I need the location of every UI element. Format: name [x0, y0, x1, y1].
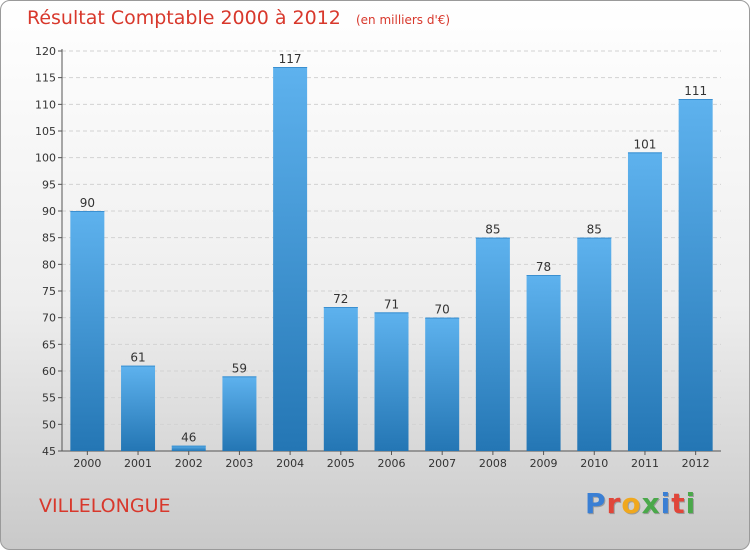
y-tick-label: 95: [42, 178, 56, 191]
x-tick-label: 2001: [124, 457, 152, 470]
chart-subtitle: (en milliers d'€): [355, 13, 451, 27]
location-label: VILLELONGUE: [39, 495, 171, 517]
bar: [627, 152, 662, 452]
logo-letter: i: [685, 487, 697, 520]
bar-value-label: 70: [435, 303, 450, 317]
proxiti-logo: Proxiti: [585, 487, 696, 520]
y-tick-label: 120: [35, 45, 56, 58]
bar: [171, 445, 206, 451]
bar-value-label: 117: [279, 52, 302, 66]
bar-value-label: 71: [384, 297, 399, 311]
labels: 45 50 55 60 65 70 75 80 85 90 95 100 105 110 115 120 90 2…: [35, 45, 710, 470]
bar: [222, 376, 257, 451]
y-tick-label: 70: [42, 312, 56, 325]
bar-value-label: 90: [80, 196, 95, 210]
x-tick-label: 2011: [631, 457, 659, 470]
x-tick-label: 2012: [682, 457, 710, 470]
logo-letter: o: [621, 487, 642, 520]
bar: [374, 312, 409, 451]
y-tick-label: 50: [42, 418, 56, 431]
x-tick-label: 2005: [327, 457, 355, 470]
x-tick-label: 2007: [428, 457, 456, 470]
x-tick-label: 2000: [73, 457, 101, 470]
x-tick-label: 2004: [276, 457, 304, 470]
bar: [323, 307, 358, 451]
bar-value-label: 46: [181, 431, 196, 445]
y-tick-label: 75: [42, 285, 56, 298]
bar-value-label: 85: [587, 223, 602, 237]
bar-value-label: 78: [536, 260, 551, 274]
bar: [121, 365, 156, 451]
bar-value-label: 85: [485, 223, 500, 237]
x-tick-label: 2010: [580, 457, 608, 470]
bar-value-label: 61: [130, 351, 145, 365]
bar: [475, 237, 510, 451]
y-tick-label: 85: [42, 232, 56, 245]
bar: [678, 99, 713, 451]
y-tick-label: 65: [42, 338, 56, 351]
y-tick-label: 55: [42, 392, 56, 405]
bar: [577, 237, 612, 451]
bars: [70, 67, 713, 452]
bar-value-label: 101: [634, 137, 657, 151]
x-tick-label: 2006: [378, 457, 406, 470]
chart-title: Résultat Comptable 2000 à 2012: [27, 7, 341, 29]
title-row: Résultat Comptable 2000 à 2012 (en milli…: [27, 7, 450, 29]
x-tick-label: 2008: [479, 457, 507, 470]
bar: [425, 317, 460, 451]
x-tick-label: 2009: [530, 457, 558, 470]
x-tick-label: 2002: [175, 457, 203, 470]
bar-value-label: 72: [333, 292, 348, 306]
y-tick-label: 100: [35, 152, 56, 165]
logo-letter: t: [671, 487, 686, 520]
y-tick-label: 115: [35, 72, 56, 85]
logo-letter: i: [660, 487, 672, 520]
logo-letter: r: [606, 487, 622, 520]
x-tick-label: 2003: [225, 457, 253, 470]
y-tick-label: 60: [42, 365, 56, 378]
bar: [526, 275, 561, 451]
y-tick-label: 80: [42, 258, 56, 271]
bar: [70, 211, 105, 451]
logo-letter: x: [641, 487, 661, 520]
y-tick-label: 105: [35, 125, 56, 138]
y-tick-label: 45: [42, 445, 56, 458]
y-tick-label: 110: [35, 98, 56, 111]
bar-value-label: 111: [684, 84, 707, 98]
y-tick-label: 90: [42, 205, 56, 218]
logo-letter: P: [585, 487, 607, 520]
bar: [273, 67, 308, 451]
bar-value-label: 59: [232, 361, 247, 375]
